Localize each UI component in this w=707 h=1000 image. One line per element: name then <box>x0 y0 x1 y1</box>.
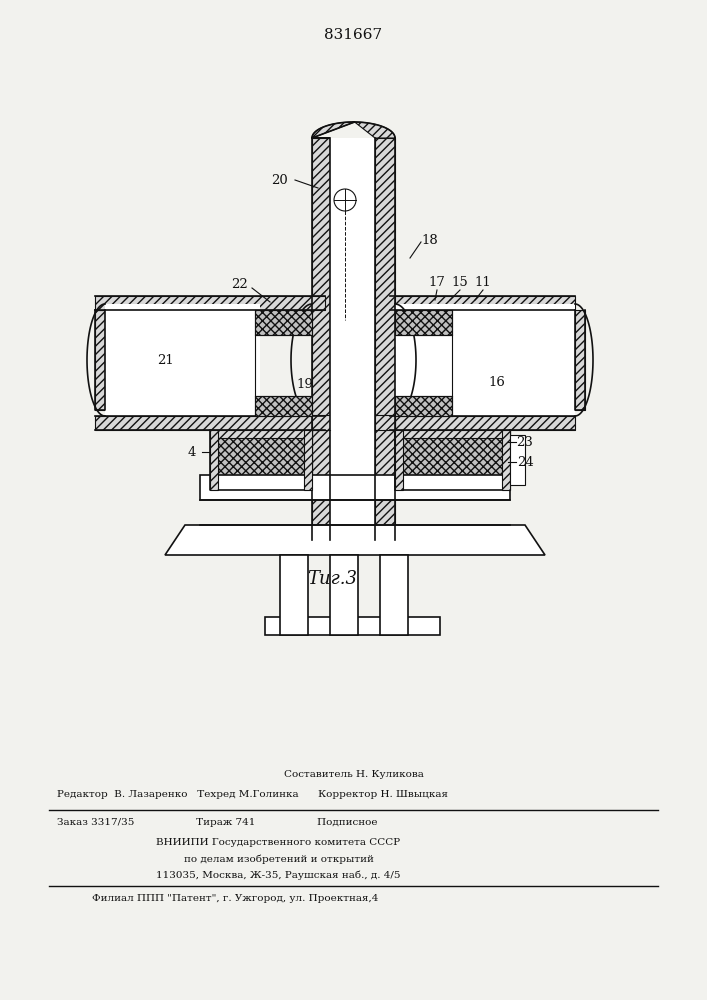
Bar <box>375 415 395 430</box>
Bar <box>312 138 330 540</box>
Bar <box>312 415 330 430</box>
Text: 22: 22 <box>232 278 248 292</box>
Text: Заказ 3317/35                   Тираж 741                   Подписное: Заказ 3317/35 Тираж 741 Подписное <box>57 818 377 827</box>
Text: Редактор  В. Лазаренко   Техред М.Голинка      Корректор Н. Швыцкая: Редактор В. Лазаренко Техред М.Голинка К… <box>57 790 448 799</box>
Bar <box>200 475 510 500</box>
Bar <box>210 430 312 438</box>
Bar <box>395 304 575 416</box>
Bar <box>375 138 395 540</box>
Bar <box>210 430 312 490</box>
Bar <box>280 555 308 635</box>
Text: 19: 19 <box>296 378 313 391</box>
Polygon shape <box>330 122 375 138</box>
Polygon shape <box>312 122 355 138</box>
Text: 4: 4 <box>188 446 196 458</box>
Bar <box>502 430 510 490</box>
Bar <box>255 396 312 416</box>
Bar <box>95 310 105 410</box>
Bar <box>95 416 325 430</box>
Text: 16: 16 <box>489 375 506 388</box>
Text: 18: 18 <box>421 233 438 246</box>
Bar <box>95 296 325 310</box>
Bar <box>105 304 260 416</box>
Text: 24: 24 <box>517 456 533 468</box>
Bar <box>395 430 510 438</box>
Text: 11: 11 <box>474 275 491 288</box>
Bar <box>210 430 218 490</box>
Text: ВНИИПИ Государственного комитета СССР: ВНИИПИ Государственного комитета СССР <box>156 838 399 847</box>
Bar <box>575 310 585 410</box>
Bar <box>304 430 312 490</box>
Text: 17: 17 <box>428 275 445 288</box>
Bar <box>395 430 510 490</box>
Text: 20: 20 <box>271 174 288 186</box>
Bar <box>330 415 375 430</box>
Text: 15: 15 <box>452 275 468 288</box>
Bar <box>330 138 375 540</box>
Bar <box>265 617 440 635</box>
Text: по делам изобретений и открытий: по делам изобретений и открытий <box>184 854 374 863</box>
Text: Τиг.3: Τиг.3 <box>308 570 357 588</box>
Text: Филиал ППП "Патент", г. Ужгород, ул. Проектная,4: Филиал ППП "Патент", г. Ужгород, ул. Про… <box>92 894 378 903</box>
Bar <box>330 415 375 430</box>
Bar <box>395 430 403 490</box>
Bar <box>395 310 452 335</box>
Circle shape <box>334 189 356 211</box>
Text: 21: 21 <box>157 354 173 366</box>
Text: 831667: 831667 <box>325 28 382 42</box>
Bar <box>510 435 525 485</box>
Bar <box>395 296 575 310</box>
Text: 113035, Москва, Ж-35, Раушская наб., д. 4/5: 113035, Москва, Ж-35, Раушская наб., д. … <box>156 870 400 880</box>
Text: 23: 23 <box>517 436 534 448</box>
Polygon shape <box>355 122 395 138</box>
Bar <box>330 555 358 635</box>
Bar <box>255 310 312 335</box>
Text: Составитель Н. Куликова: Составитель Н. Куликова <box>284 770 423 779</box>
Bar <box>395 396 452 416</box>
Polygon shape <box>165 525 545 555</box>
Bar <box>395 416 575 430</box>
Bar <box>380 555 408 635</box>
